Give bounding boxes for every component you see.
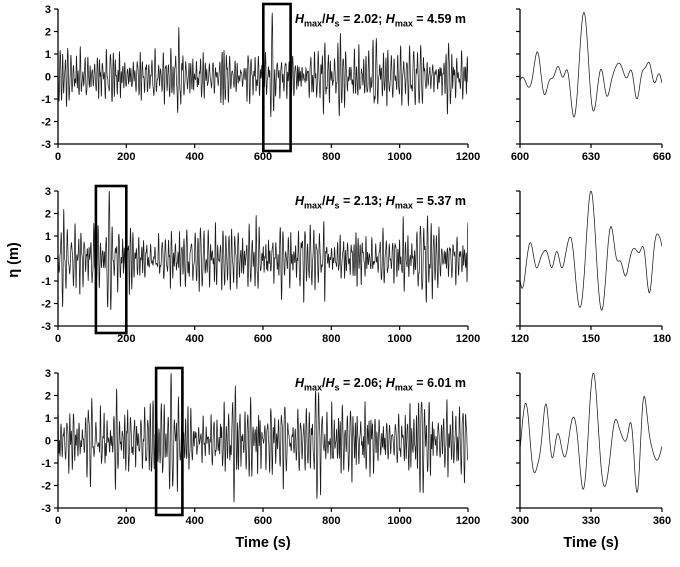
wave-series-zoom [520,191,662,311]
y-tick-label: -3 [41,321,51,333]
x-axis-label-main: Time (s) [235,535,291,551]
y-tick-label: -2 [41,298,51,310]
x-tick-label: 120 [511,333,529,345]
x-tick-label: 600 [254,151,272,163]
y-tick-label: -2 [41,480,51,492]
x-axis-label-zoom: Time (s) [563,535,619,551]
x-tick-label: 800 [322,151,340,163]
x-tick-label: 0 [55,151,61,163]
y-tick-label: -3 [41,503,51,515]
x-tick-label: 800 [322,333,340,345]
x-tick-label: 1200 [456,151,480,163]
axes: 0 200 400 600 800 1000 1200 -3 -2 -1 0 1 2 3 [41,4,480,163]
panel-3-annotation: Hmax/Hs = 2.06; Hmax = 6.01 m [294,376,466,393]
x-tick-label: 180 [653,333,671,345]
wave-series-zoom [520,373,662,494]
axes: 0 200 400 600 800 1000 1200 -3 -2 -1 0 1 2 3 [41,368,480,527]
x-tick-label: 1200 [456,515,480,527]
x-tick-label: 200 [117,151,135,163]
y-tick-label: 3 [45,186,51,198]
x-tick-label: 0 [55,333,61,345]
x-tick-label: 800 [322,515,340,527]
x-tick-label: 400 [185,151,203,163]
highlight-box [154,366,184,517]
highlight-box [94,184,128,335]
x-tick-label: 400 [185,515,203,527]
axes: 600 630 660 [511,8,671,163]
axes: 120 150 180 [511,190,671,345]
y-tick-label: -2 [41,116,51,128]
y-tick-label: -3 [41,139,51,151]
panel-3-plot: 0 200 400 600 800 1000 1200 -3 -2 -1 0 1 2 3 300 330 360 [41,366,671,527]
panel-1-plot: 0 200 400 600 800 1000 1200 -3 -2 -1 0 1 2 3 600 630 660 [41,2,671,163]
x-tick-label: 400 [185,333,203,345]
x-tick-label: 0 [55,515,61,527]
x-tick-label: 200 [117,333,135,345]
y-tick-label: -1 [41,276,51,288]
highlight-box [261,2,292,153]
y-tick-label: 1 [45,231,51,243]
axes: 0 200 400 600 800 1000 1200 -3 -2 -1 0 1 2 3 [41,186,480,345]
y-tick-label: 2 [45,390,51,402]
x-tick-label: 300 [511,515,529,527]
x-tick-label: 1000 [387,515,411,527]
axes: 300 330 360 [511,372,671,527]
x-tick-label: 1000 [387,151,411,163]
panel-2-annotation: Hmax/Hs = 2.13; Hmax = 5.37 m [294,194,466,211]
y-tick-label: 0 [45,435,51,447]
y-tick-label: 0 [45,253,51,265]
y-tick-label: 2 [45,26,51,38]
y-tick-label: -1 [41,458,51,470]
y-tick-label: 1 [45,413,51,425]
x-tick-label: 600 [511,151,529,163]
y-tick-label: 3 [45,368,51,380]
x-tick-label: 360 [653,515,671,527]
panel-1-annotation: Hmax/Hs = 2.02; Hmax = 4.59 m [294,12,466,29]
x-tick-label: 660 [653,151,671,163]
x-tick-label: 1000 [387,333,411,345]
x-tick-label: 200 [117,515,135,527]
x-tick-label: 600 [254,333,272,345]
x-tick-label: 600 [254,515,272,527]
y-tick-label: 3 [45,4,51,16]
panel-2-plot: 0 200 400 600 800 1000 1200 -3 -2 -1 0 1 2 3 120 150 180 [41,184,671,345]
y-tick-label: 1 [45,49,51,61]
x-tick-label: 1200 [456,333,480,345]
x-tick-label: 330 [582,515,600,527]
wave-series-main [58,373,468,503]
x-tick-label: 150 [582,333,600,345]
x-tick-label: 630 [582,151,600,163]
y-tick-label: 2 [45,208,51,220]
y-tick-label: 0 [45,71,51,83]
wave-series-zoom [520,12,662,118]
y-tick-label: -1 [41,94,51,106]
